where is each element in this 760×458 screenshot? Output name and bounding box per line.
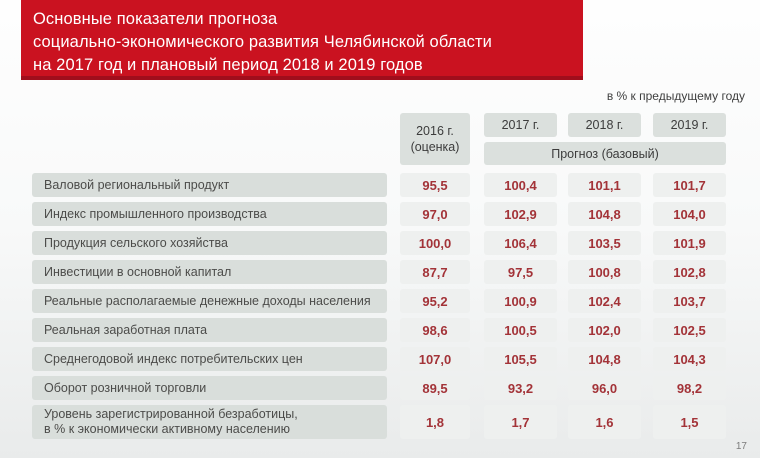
table-row: Реальные располагаемые денежные доходы н… [0,289,760,318]
row-label: Реальная заработная плата [32,318,387,342]
cell-value: 104,3 [653,347,726,371]
row-label: Уровень зарегистрированной безработицы, … [32,405,387,439]
cell-value: 98,6 [400,318,470,342]
cell-value: 1,5 [653,405,726,439]
cell-value: 102,5 [653,318,726,342]
title-banner: Основные показатели прогноза социально-э… [21,0,583,80]
row-label: Реальные располагаемые денежные доходы н… [32,289,387,313]
cell-value: 102,8 [653,260,726,284]
table-body: Валовой региональный продукт 95,5 100,4 … [0,173,760,444]
cell-value: 97,0 [400,202,470,226]
cell-value: 96,0 [568,376,641,400]
cell-value: 1,6 [568,405,641,439]
column-header-2019: 2019 г. [653,113,726,137]
cell-value: 102,0 [568,318,641,342]
cell-value: 103,5 [568,231,641,255]
column-header-2016: 2016 г. (оценка) [400,113,470,165]
cell-value: 97,5 [484,260,557,284]
cell-value: 102,4 [568,289,641,313]
table-row: Реальная заработная плата 98,6 100,5 102… [0,318,760,347]
column-header-2017: 2017 г. [484,113,557,137]
cell-value: 104,0 [653,202,726,226]
cell-value: 102,9 [484,202,557,226]
cell-value: 106,4 [484,231,557,255]
table-row: Валовой региональный продукт 95,5 100,4 … [0,173,760,202]
row-label: Инвестиции в основной капитал [32,260,387,284]
row-label: Среднегодовой индекс потребительских цен [32,347,387,371]
cell-value: 105,5 [484,347,557,371]
cell-value: 100,9 [484,289,557,313]
cell-value: 87,7 [400,260,470,284]
cell-value: 100,0 [400,231,470,255]
cell-value: 103,7 [653,289,726,313]
cell-value: 107,0 [400,347,470,371]
cell-value: 95,5 [400,173,470,197]
cell-value: 98,2 [653,376,726,400]
row-label: Оборот розничной торговли [32,376,387,400]
table-row: Продукция сельского хозяйства 100,0 106,… [0,231,760,260]
cell-value: 104,8 [568,347,641,371]
unit-note: в % к предыдущему году [606,89,745,103]
cell-value: 95,2 [400,289,470,313]
table-row: Инвестиции в основной капитал 87,7 97,5 … [0,260,760,289]
page-number: 17 [735,441,747,452]
cell-value: 101,9 [653,231,726,255]
row-label: Продукция сельского хозяйства [32,231,387,255]
cell-value: 100,5 [484,318,557,342]
row-label: Валовой региональный продукт [32,173,387,197]
cell-value: 1,7 [484,405,557,439]
table-row: Уровень зарегистрированной безработицы, … [0,405,760,444]
table-row: Индекс промышленного производства 97,0 1… [0,202,760,231]
row-label: Индекс промышленного производства [32,202,387,226]
cell-value: 89,5 [400,376,470,400]
slide-title: Основные показатели прогноза социально-э… [33,10,492,74]
table-row: Оборот розничной торговли 89,5 93,2 96,0… [0,376,760,405]
cell-value: 104,8 [568,202,641,226]
cell-value: 101,1 [568,173,641,197]
cell-value: 100,8 [568,260,641,284]
table-row: Среднегодовой индекс потребительских цен… [0,347,760,376]
cell-value: 1,8 [400,405,470,439]
cell-value: 93,2 [484,376,557,400]
column-header-2018: 2018 г. [568,113,641,137]
cell-value: 100,4 [484,173,557,197]
cell-value: 101,7 [653,173,726,197]
forecast-group-header: Прогноз (базовый) [484,142,726,165]
